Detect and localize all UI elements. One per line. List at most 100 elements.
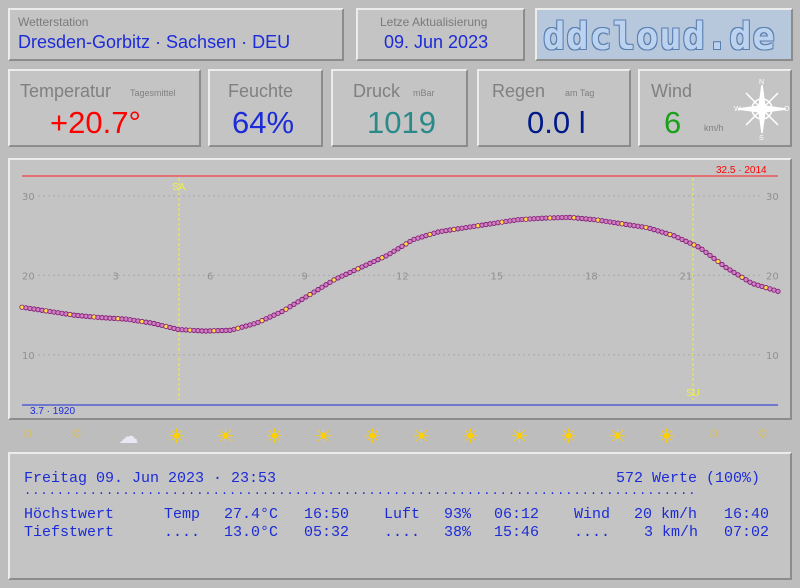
sun-icon: ☀ <box>657 426 676 448</box>
wind-label: Wind <box>651 81 693 101</box>
sun-icon: ☀ <box>216 426 235 448</box>
humidity-card: Feuchte 64% <box>208 69 323 147</box>
weather-chart: 32.5 · 2014 3.7 · 1920 SA SU 30 30 20 20 10 1… <box>19 165 781 417</box>
temperature-value: +20.7° <box>50 105 141 140</box>
summary-date: Freitag 09. Jun 2023 · 23:53 <box>24 470 277 487</box>
temperature-point <box>735 272 741 278</box>
wind-unit: km/h <box>704 123 724 133</box>
temperature-point <box>327 279 333 285</box>
temperature-point <box>291 301 297 307</box>
humidity-value: 64% <box>232 105 295 140</box>
temperature-point <box>387 251 393 257</box>
temperature-point <box>707 252 713 258</box>
update-panel: Letze Aktualisierung 09. Jun 2023 <box>356 8 525 61</box>
hour-tick: 21 <box>680 271 693 282</box>
min-temp: 13.0°C <box>224 524 279 541</box>
temperature-point <box>311 289 317 295</box>
temperature-point <box>383 253 389 259</box>
sun-icon: ☀ <box>461 426 480 448</box>
temperature-point <box>739 274 745 280</box>
weather-icons-row: ☼ ☼ ☁ ☀ ☀ ☀ ☀ ☀ ☀ ☀ ☀ ☀ ☀ ☀ ☼ ☼ <box>8 424 792 448</box>
temperature-point <box>279 308 285 315</box>
cloud-icon: ☁ <box>118 426 139 448</box>
temperature-point <box>295 299 301 305</box>
summary-dots: ........................................… <box>24 484 697 498</box>
temperature-point <box>283 306 289 312</box>
temperature-point <box>323 282 329 288</box>
max-temp-label: Temp <box>164 506 201 523</box>
logo-panel[interactable]: ddcloud.de <box>535 8 793 61</box>
hour-tick: 12 <box>396 271 409 282</box>
min-label: Tiefstwert <box>24 524 115 541</box>
temperature-point <box>695 244 701 250</box>
sun-icon: ☀ <box>265 426 284 448</box>
y-tick-right: 30 <box>766 192 779 203</box>
sun-icon: ☀ <box>559 426 578 448</box>
max-temp-time: 16:50 <box>304 506 350 523</box>
compass-o: O <box>784 106 790 113</box>
temperature-point <box>391 248 397 254</box>
max-wind: 20 km/h <box>634 506 698 523</box>
y-tick-left: 30 <box>22 192 35 203</box>
summary-count: 572 Werte (100%) <box>616 470 761 487</box>
pressure-label: Druck <box>353 81 401 101</box>
temperature-point <box>699 246 705 252</box>
temperature-point <box>395 246 401 252</box>
temperature-point <box>319 284 325 290</box>
chart-panel: 32.5 · 2014 3.7 · 1920 SA SU 30 30 20 20 10 1… <box>8 158 792 420</box>
sun-icon: ☀ <box>363 426 382 448</box>
max-label: Höchstwert <box>24 506 115 523</box>
sun-icon: ☀ <box>167 426 186 448</box>
temperature-point <box>315 287 321 293</box>
min-hum-label: .... <box>384 524 421 541</box>
sunset-label: SU <box>686 388 700 399</box>
y-tick-right: 20 <box>766 271 779 282</box>
rain-sub: am Tag <box>565 88 595 98</box>
record-max-label: 32.5 · 2014 <box>716 165 767 176</box>
sun-icon: ☀ <box>412 426 431 448</box>
update-date: 09. Jun 2023 <box>384 32 489 52</box>
temperature-point <box>731 269 737 276</box>
compass-w: W <box>734 106 741 113</box>
wind-card: Wind 6 km/h N O S W <box>638 69 792 147</box>
temperature-card: Temperatur Tagesmittel +20.7° <box>8 69 201 147</box>
temperature-point <box>723 264 729 271</box>
pressure-unit: mBar <box>413 88 435 98</box>
temperature-point <box>403 241 409 247</box>
temperature-point <box>719 261 725 268</box>
partly-sunny-icon: ☼ <box>755 424 771 441</box>
hour-tick: 9 <box>302 271 308 282</box>
station-panel: Wetterstation Dresden-Gorbitz · Sachsen … <box>8 8 344 61</box>
temperature-point <box>727 267 733 273</box>
sunrise-label: SA <box>172 182 186 193</box>
min-wind: 3 km/h <box>644 524 699 541</box>
temperature-label: Temperatur <box>20 81 112 101</box>
temperature-point <box>715 258 721 265</box>
temperature-point <box>703 249 709 255</box>
temperature-point <box>287 304 293 310</box>
min-wind-time: 07:02 <box>724 524 770 541</box>
station-name: Dresden-Gorbitz · Sachsen · DEU <box>18 32 291 52</box>
max-hum-time: 06:12 <box>494 506 540 523</box>
sun-icon: ☀ <box>314 426 333 448</box>
min-hum-time: 15:46 <box>494 524 540 541</box>
compass-s: S <box>759 135 764 141</box>
max-wind-label: Wind <box>574 506 611 523</box>
max-wind-time: 16:40 <box>724 506 770 523</box>
temperature-point <box>775 288 781 294</box>
hour-tick: 15 <box>491 271 504 282</box>
temperature-point <box>303 294 309 300</box>
rain-card: Regen am Tag 0.0 l <box>477 69 631 147</box>
min-temp-time: 05:32 <box>304 524 350 541</box>
temperature-point <box>743 277 749 283</box>
temperature-sub: Tagesmittel <box>130 88 176 98</box>
pressure-value: 1019 <box>367 105 436 140</box>
compass-n: N <box>759 79 764 86</box>
y-tick-left: 20 <box>22 271 35 282</box>
min-temp-label: .... <box>164 524 201 541</box>
temperature-point <box>331 277 337 283</box>
temperature-point <box>399 243 405 249</box>
rain-label: Regen <box>492 81 546 101</box>
update-label: Letze Aktualisierung <box>380 15 488 29</box>
max-temp: 27.4°C <box>224 506 279 523</box>
